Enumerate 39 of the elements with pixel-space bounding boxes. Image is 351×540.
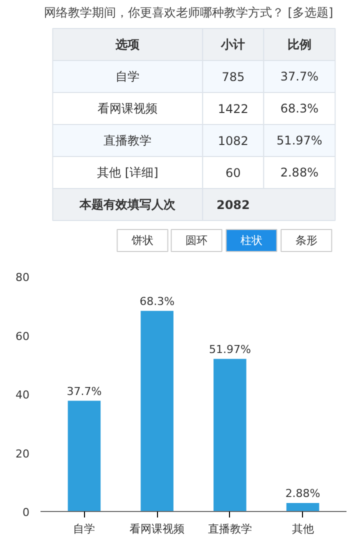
text: 本题有效填写人次 [78, 198, 177, 212]
y-tick-label: 60 [16, 330, 30, 343]
text: 小计 [220, 38, 246, 52]
text: 圆环 [186, 234, 208, 247]
y-tick-label: 0 [22, 506, 30, 519]
data-label: 68.3% [140, 294, 175, 308]
text: 选项 [114, 38, 141, 52]
text: 自学 [116, 70, 140, 84]
text: 37.7% [280, 70, 318, 84]
text: 比例 [287, 38, 312, 52]
x-tick-label: 其他 [292, 522, 314, 536]
data-label: 2.88% [285, 487, 320, 500]
text: 51.97% [276, 134, 322, 148]
x-tick-label: 直播教学 [208, 522, 252, 536]
text: 60 [226, 166, 241, 180]
bar [68, 400, 101, 512]
y-tick-label: 80 [16, 271, 30, 284]
y-tick-label: 20 [16, 447, 30, 460]
text: 68.3% [280, 102, 318, 116]
y-tick-label: 40 [16, 388, 30, 402]
text: 饼状 [130, 234, 154, 247]
x-tick-label: 看网课视频 [130, 522, 185, 536]
text: 785 [222, 70, 245, 84]
bar [140, 310, 174, 512]
text: 网络教学期间，你更喜欢老师哪种教学方式？ [多选题] [44, 6, 334, 20]
bar [286, 503, 320, 512]
text: 2.88% [280, 166, 318, 180]
text: 2082 [216, 198, 250, 212]
data-label: 37.7% [66, 384, 102, 398]
text: 1422 [218, 102, 248, 116]
text: 柱状 [240, 234, 262, 247]
text: 直播教学 [104, 134, 152, 148]
text: 其他 [详细] [97, 166, 158, 180]
bar [214, 358, 246, 512]
data-label: 51.97% [208, 342, 251, 356]
text: 条形 [295, 234, 318, 247]
x-tick-label: 自学 [73, 522, 96, 536]
text: 1082 [218, 134, 248, 148]
text: 看网课视频 [98, 102, 158, 116]
